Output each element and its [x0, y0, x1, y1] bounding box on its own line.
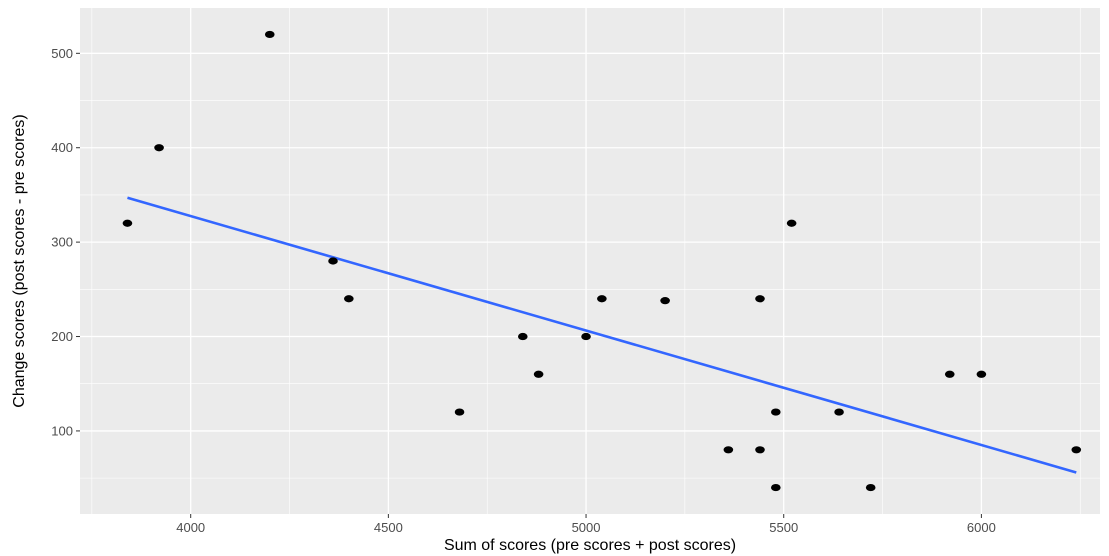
data-point: [122, 219, 133, 227]
data-point: [597, 295, 607, 303]
minor-gridlines: [80, 8, 1100, 514]
x-tick-label: 5500: [769, 520, 798, 535]
data-point: [723, 446, 734, 454]
y-axis-ticks: 100 200 300 400 500: [51, 46, 80, 438]
x-axis-ticks: 4000 4500 5000 5500 6000: [176, 514, 996, 535]
y-tick-label: 400: [51, 140, 73, 155]
x-tick-label: 4500: [374, 520, 403, 535]
data-point: [771, 408, 781, 416]
y-tick-label: 200: [51, 329, 73, 344]
data-point: [328, 257, 338, 265]
y-tick-label: 300: [51, 235, 73, 250]
y-tick-label: 100: [51, 423, 73, 438]
data-point: [344, 295, 354, 303]
plot-panel: [80, 8, 1100, 514]
y-tick-label: 500: [51, 46, 73, 61]
y-axis-title: Change scores (post scores - pre scores): [11, 114, 28, 407]
trend-line-group: [127, 196, 1077, 474]
data-point: [755, 295, 765, 303]
x-tick-label: 5000: [572, 520, 601, 535]
data-point: [264, 30, 275, 39]
data-points: [122, 30, 1082, 492]
data-point: [771, 483, 781, 492]
x-tick-label: 6000: [967, 520, 996, 535]
data-point: [517, 332, 528, 341]
x-tick-label: 4000: [176, 520, 205, 535]
data-point: [533, 370, 544, 378]
data-point: [976, 370, 987, 378]
data-point: [865, 483, 876, 492]
data-point: [786, 219, 797, 227]
data-point: [581, 332, 591, 341]
data-point: [834, 408, 844, 416]
x-axis-title: Sum of scores (pre scores + post scores): [444, 537, 736, 554]
data-point: [1071, 446, 1082, 454]
trend-line: [127, 196, 1077, 474]
data-point: [944, 370, 955, 378]
data-point: [660, 297, 670, 305]
data-point: [755, 446, 765, 454]
data-point: [154, 144, 164, 152]
data-point: [454, 408, 465, 416]
